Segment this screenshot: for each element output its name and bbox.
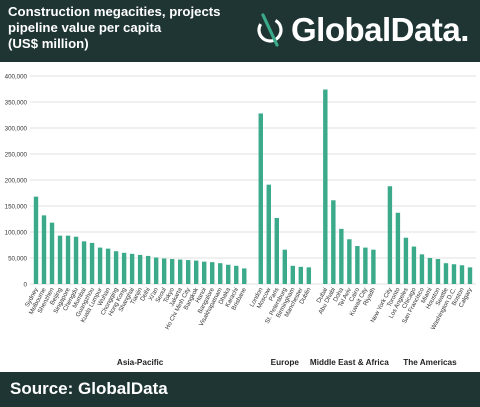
y-tick-label: 150,000 (5, 204, 28, 211)
bar (73, 236, 79, 284)
title-line-1: Construction megacities, projects (8, 4, 221, 19)
y-tick-label: 50,000 (8, 256, 27, 263)
bar (153, 257, 159, 284)
footer-banner: Source: GlobalData (0, 372, 480, 407)
bar (41, 215, 47, 284)
y-tick-label: 200,000 (5, 178, 28, 185)
bar (387, 186, 393, 284)
bar (113, 251, 119, 284)
y-tick-label: 0 (24, 282, 28, 289)
region-label: Middle East & Africa (310, 358, 389, 367)
bar (234, 265, 239, 284)
source-note: Source: GlobalData (10, 379, 168, 398)
bar (65, 235, 71, 284)
bars (33, 89, 473, 284)
bar (33, 196, 39, 284)
bar (202, 261, 207, 284)
bar (226, 264, 231, 284)
bar (210, 262, 215, 284)
title-line-3: (US$ million) (8, 36, 89, 51)
bar (435, 259, 441, 284)
region-labels: Asia-Pacific Europe Middle East & Africa Th… (117, 358, 457, 367)
bar (403, 237, 409, 284)
bar-chart: 0 50,000 100,000 150,000 200,000 250,000 300,0… (5, 74, 476, 367)
title-line-2: pipeline value per capita (8, 20, 162, 35)
brand-name: GlobalData. (291, 11, 469, 48)
y-tick-label: 400,000 (5, 74, 28, 81)
bar (274, 217, 279, 284)
region-label: Europe (271, 358, 300, 367)
region-label: Asia-Pacific (117, 358, 164, 367)
bar (57, 235, 63, 284)
bar (185, 260, 191, 284)
bar (266, 184, 271, 284)
x-axis-ticks: SydneyMelbourneShenzhenBeijingSingaporeC… (24, 286, 474, 331)
bar (97, 247, 103, 284)
y-tick-label: 300,000 (5, 126, 28, 133)
bar (451, 264, 457, 284)
bar (89, 242, 95, 284)
bar (282, 249, 287, 284)
bar (347, 239, 352, 284)
bar (467, 267, 473, 284)
bar (323, 89, 328, 284)
header-banner: Construction megacities, projects pipeli… (0, 0, 480, 62)
bar (145, 255, 151, 284)
y-tick-label: 100,000 (5, 230, 28, 237)
y-axis-ticks: 0 50,000 100,000 150,000 200,000 250,000 300,0… (5, 74, 28, 289)
bar (137, 254, 143, 284)
bar (395, 212, 401, 284)
bar (177, 259, 183, 284)
bar (459, 265, 465, 284)
bar (443, 263, 449, 284)
gridlines (30, 75, 476, 285)
bar (129, 253, 135, 284)
bar (306, 267, 312, 284)
chart-title: Construction megacities, projects pipeli… (8, 4, 238, 52)
bar (169, 259, 175, 284)
bar (218, 263, 223, 284)
bar (371, 249, 376, 284)
bar (355, 246, 360, 284)
y-tick-label: 250,000 (5, 152, 28, 159)
brand-logo: GlobalData. (255, 8, 469, 52)
bar (427, 258, 433, 284)
chart-area: 0 50,000 100,000 150,000 200,000 250,000 300,0… (0, 62, 480, 372)
bar (242, 268, 247, 284)
bar (363, 247, 368, 284)
bar (258, 113, 263, 284)
y-tick-label: 350,000 (5, 100, 28, 107)
bar (81, 241, 87, 284)
bar (331, 200, 336, 284)
bar (419, 254, 425, 284)
bar (105, 248, 111, 284)
bar (290, 265, 296, 284)
bar (121, 252, 127, 284)
bar (411, 246, 417, 284)
globaldata-logo-icon (257, 13, 283, 47)
bar (339, 228, 344, 284)
bar (49, 222, 55, 284)
bar (161, 258, 167, 284)
bar (298, 266, 304, 284)
region-label: The Americas (403, 358, 457, 367)
bar (193, 260, 199, 284)
